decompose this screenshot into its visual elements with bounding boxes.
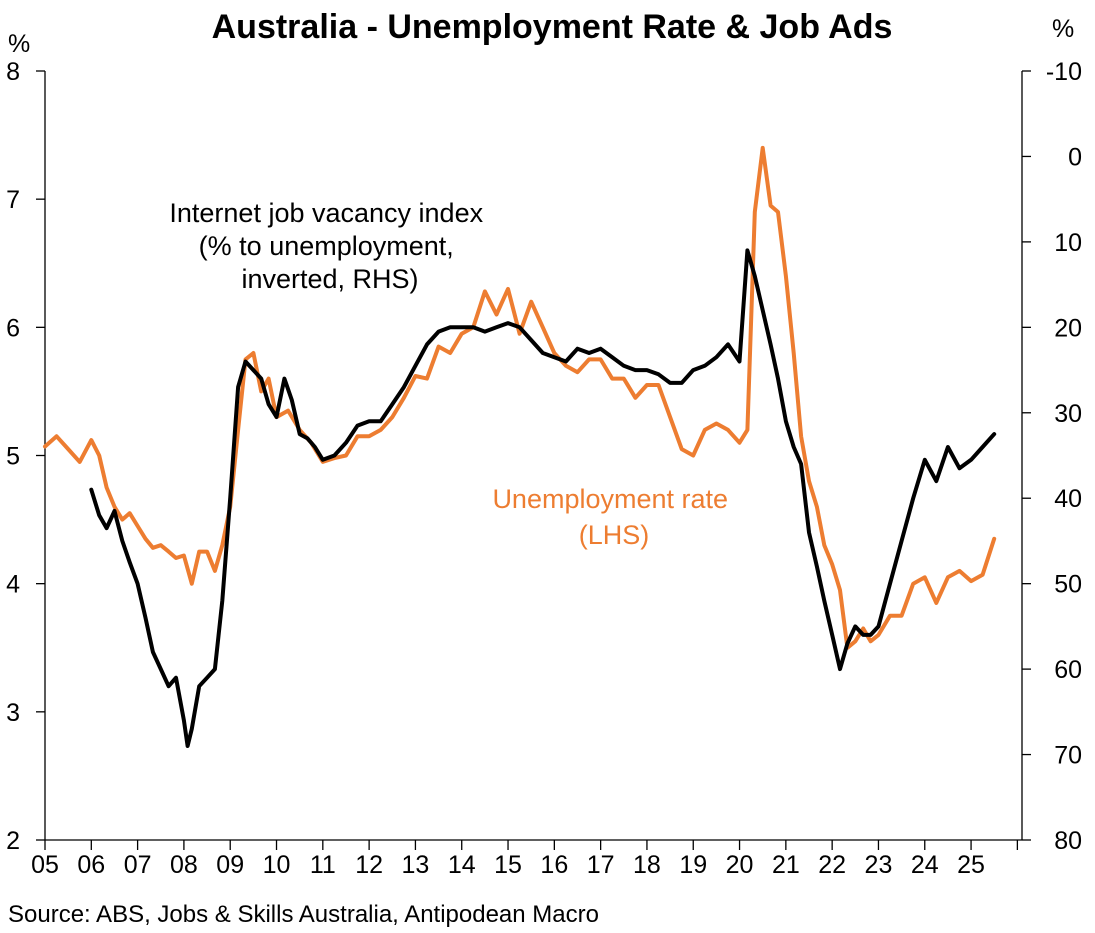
left-tick-label: 7 — [6, 186, 20, 214]
x-tick-label: 23 — [865, 851, 893, 879]
x-tick-label: 25 — [957, 851, 985, 879]
right-tick-label: 20 — [1054, 314, 1082, 342]
right-axis-ticks: -10 0 10 20 30 40 50 60 70 80 — [1022, 58, 1082, 855]
x-tick-label: 09 — [216, 851, 244, 879]
x-tick-label: 21 — [772, 851, 800, 879]
source-note: Source: ABS, Jobs & Skills Australia, An… — [8, 901, 599, 928]
right-tick-label: 40 — [1054, 485, 1082, 513]
x-tick-label: 22 — [818, 851, 846, 879]
x-tick-label: 05 — [31, 851, 59, 879]
x-tick-label: 06 — [77, 851, 105, 879]
left-tick-label: 2 — [6, 827, 20, 855]
unemployment-annotation-line-2: (LHS) — [579, 520, 650, 550]
right-tick-label: 60 — [1054, 656, 1082, 684]
left-tick-label: 4 — [6, 571, 20, 599]
right-tick-label: 0 — [1068, 143, 1082, 171]
x-tick-label: 16 — [540, 851, 568, 879]
x-tick-label: 14 — [448, 851, 476, 879]
job-ads-annotation-line-3: inverted, RHS) — [241, 264, 418, 294]
x-axis-ticks: 05 06 07 08 09 10 11 12 13 14 15 16 17 18 19 20 21 22 23 24… — [31, 840, 1019, 879]
x-tick-label: 20 — [726, 851, 754, 879]
x-tick-label: 18 — [633, 851, 661, 879]
right-tick-label: 70 — [1054, 742, 1082, 770]
right-axis-unit: % — [1052, 15, 1074, 43]
x-tick-label: 11 — [310, 851, 336, 879]
x-tick-label: 19 — [679, 851, 707, 879]
x-tick-label: 07 — [124, 851, 152, 879]
right-tick-label: -10 — [1046, 58, 1082, 86]
right-tick-label: 10 — [1054, 229, 1082, 257]
x-tick-label: 17 — [587, 851, 615, 879]
left-axis-ticks: 2 3 4 5 6 7 8 — [6, 58, 45, 855]
unemployment-rate-line — [43, 145, 997, 650]
x-tick-label: 13 — [402, 851, 430, 879]
right-tick-label: 80 — [1054, 827, 1082, 855]
x-tick-label: 10 — [263, 851, 291, 879]
x-tick-label: 12 — [355, 851, 383, 879]
unemployment-annotation: Unemployment rate (LHS) — [492, 484, 735, 550]
left-axis-unit: % — [8, 30, 30, 58]
right-tick-label: 30 — [1054, 400, 1082, 428]
x-tick-label: 08 — [170, 851, 198, 879]
x-tick-label: 15 — [494, 851, 522, 879]
left-tick-label: 3 — [6, 699, 20, 727]
chart-title: Australia - Unemployment Rate & Job Ads — [212, 8, 893, 46]
series-layer — [43, 145, 997, 748]
left-tick-label: 8 — [6, 58, 20, 86]
job-vacancy-index-line — [89, 248, 997, 748]
job-ads-annotation: Internet job vacancy index (% to unemplo… — [169, 198, 490, 294]
x-tick-label: 24 — [911, 851, 939, 879]
right-tick-label: 50 — [1054, 571, 1082, 599]
job-ads-annotation-line-1: Internet job vacancy index — [169, 198, 483, 228]
job-ads-annotation-line-2: (% to unemployment, — [199, 231, 454, 261]
left-tick-label: 6 — [6, 314, 20, 342]
left-tick-label: 5 — [6, 443, 20, 471]
unemployment-annotation-line-1: Unemployment rate — [492, 484, 728, 514]
